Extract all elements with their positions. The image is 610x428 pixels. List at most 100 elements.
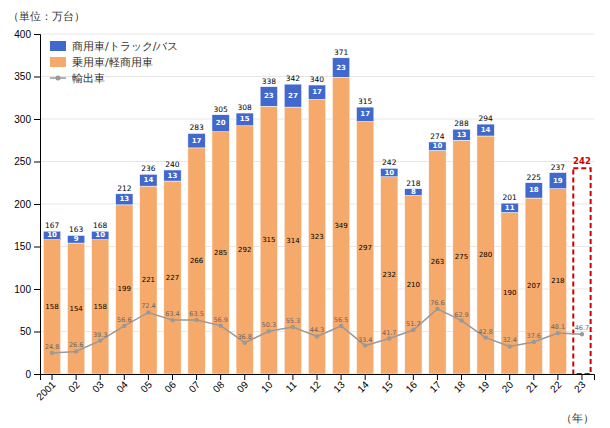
tick-label: 12 xyxy=(307,379,323,395)
data-label: 349 xyxy=(334,222,347,230)
title: （単位：万台） xyxy=(8,10,85,23)
tick-label: 2001 xyxy=(34,379,58,403)
tick-mark xyxy=(34,204,40,205)
tick: 12 xyxy=(307,374,323,395)
bar xyxy=(236,113,253,126)
data-label: 315 xyxy=(262,236,275,244)
data-label: 56.9 xyxy=(213,316,227,324)
bar-series xyxy=(43,58,566,243)
forecast-bar xyxy=(573,168,590,374)
tick: 03 xyxy=(90,374,106,395)
total-label: 315 xyxy=(358,97,373,106)
marker xyxy=(122,324,126,328)
tick: 22 xyxy=(548,374,564,395)
tick: 19 xyxy=(476,374,492,395)
tick-mark xyxy=(533,374,534,380)
marker xyxy=(556,331,560,335)
total-label: 340 xyxy=(310,75,325,84)
data-label: 15 xyxy=(240,115,250,123)
bar xyxy=(332,58,349,78)
marker xyxy=(483,335,487,339)
tick-mark xyxy=(76,374,77,380)
data-label: 13 xyxy=(457,131,467,139)
tick-label: 300 xyxy=(14,114,31,125)
tick-label: 04 xyxy=(114,379,130,395)
tick: 11 xyxy=(283,374,298,394)
tick-mark xyxy=(557,374,558,380)
data-label: 285 xyxy=(214,249,227,257)
tick-label: 16 xyxy=(403,379,419,395)
legend-item: 輸出車 xyxy=(50,72,105,85)
tick-label: 19 xyxy=(476,379,492,395)
total-label: 283 xyxy=(189,123,204,132)
marker xyxy=(507,344,511,348)
data-label: 72.4 xyxy=(141,302,155,310)
legend: 商用車/トラック/バス乗用車/軽商用車輸出車 xyxy=(50,40,178,85)
total-label: 308 xyxy=(238,103,253,112)
tick-label: 400 xyxy=(14,29,31,40)
marker xyxy=(315,334,319,338)
tick-mark xyxy=(34,162,40,163)
tick-mark xyxy=(244,374,245,380)
tick-mark xyxy=(148,374,149,380)
legend-label: 商用車/トラック/バス xyxy=(72,40,178,53)
data-label: 275 xyxy=(455,253,468,261)
tick: 0 xyxy=(25,369,40,380)
total-label: 274 xyxy=(430,132,445,141)
data-label: 10 xyxy=(95,231,105,239)
x-axis: 2001020304050607080910111213141516171819… xyxy=(34,374,594,402)
x-label: （年） xyxy=(561,412,594,425)
tick-mark xyxy=(485,374,486,380)
marker xyxy=(146,310,150,314)
total-label: 225 xyxy=(527,173,542,182)
tick-label: 15 xyxy=(379,379,395,395)
legend-swatch xyxy=(50,41,66,51)
tick: 05 xyxy=(138,374,154,395)
tick-label: 14 xyxy=(355,379,371,395)
data-label: 13 xyxy=(119,195,129,203)
marker xyxy=(435,307,439,311)
tick: 18 xyxy=(452,374,468,395)
data-label: 46.7 xyxy=(575,324,589,332)
tick-mark xyxy=(341,374,342,380)
bar xyxy=(381,168,398,177)
tick: 17 xyxy=(427,374,443,395)
tick: 06 xyxy=(162,374,178,395)
bar xyxy=(308,99,325,374)
data-label: 56.6 xyxy=(117,316,131,324)
tick-mark xyxy=(100,374,101,380)
marks xyxy=(43,58,590,374)
data-label: 76.6 xyxy=(430,299,444,307)
tick-mark xyxy=(389,374,390,380)
bar xyxy=(212,132,229,374)
bar xyxy=(549,173,566,189)
data-label: 37.6 xyxy=(527,332,541,340)
total-label: 305 xyxy=(213,105,228,114)
data-label: 51.7 xyxy=(406,320,420,328)
total-label: 294 xyxy=(478,114,493,123)
total-label: 167 xyxy=(45,221,60,230)
data-label: 158 xyxy=(94,303,107,311)
data-label: 297 xyxy=(358,244,371,252)
data-label: 36.8 xyxy=(237,333,251,341)
data-label: 323 xyxy=(310,233,323,241)
marker xyxy=(387,336,391,340)
marker xyxy=(411,328,415,332)
legend-marker xyxy=(56,76,61,81)
tick: 200 xyxy=(14,199,40,210)
tick: 14 xyxy=(355,374,371,395)
tick: 23 xyxy=(572,374,588,395)
tick-label: 13 xyxy=(331,379,347,395)
bar xyxy=(549,189,566,374)
data-label: 56.5 xyxy=(334,316,348,324)
axis-line xyxy=(41,375,595,381)
marker xyxy=(50,351,54,355)
bar xyxy=(477,124,494,136)
data-label: 32.4 xyxy=(502,336,516,344)
data-label: 27 xyxy=(288,92,298,100)
legend-label: 輸出車 xyxy=(72,72,105,85)
legend-label: 乗用車/軽商用車 xyxy=(72,56,153,69)
bar xyxy=(477,136,494,374)
marker xyxy=(291,325,295,329)
tick: 15 xyxy=(379,374,395,395)
